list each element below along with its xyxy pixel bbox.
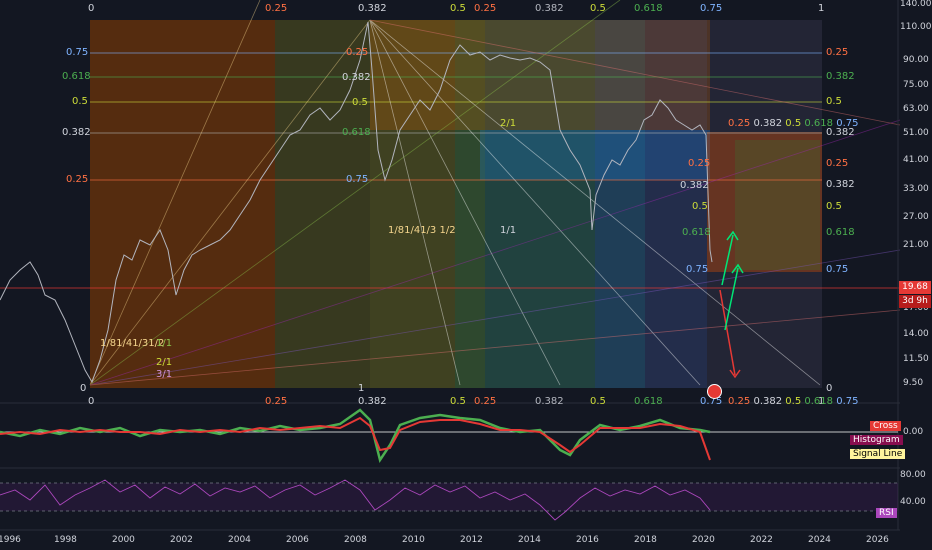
- annotation-arrows: [719, 230, 744, 379]
- fib-levels-lines: [0, 52, 900, 289]
- fib-time-zones: [90, 20, 822, 388]
- price-series: [0, 21, 713, 384]
- macd-pane: [0, 408, 898, 464]
- rsi-pane: [0, 479, 898, 521]
